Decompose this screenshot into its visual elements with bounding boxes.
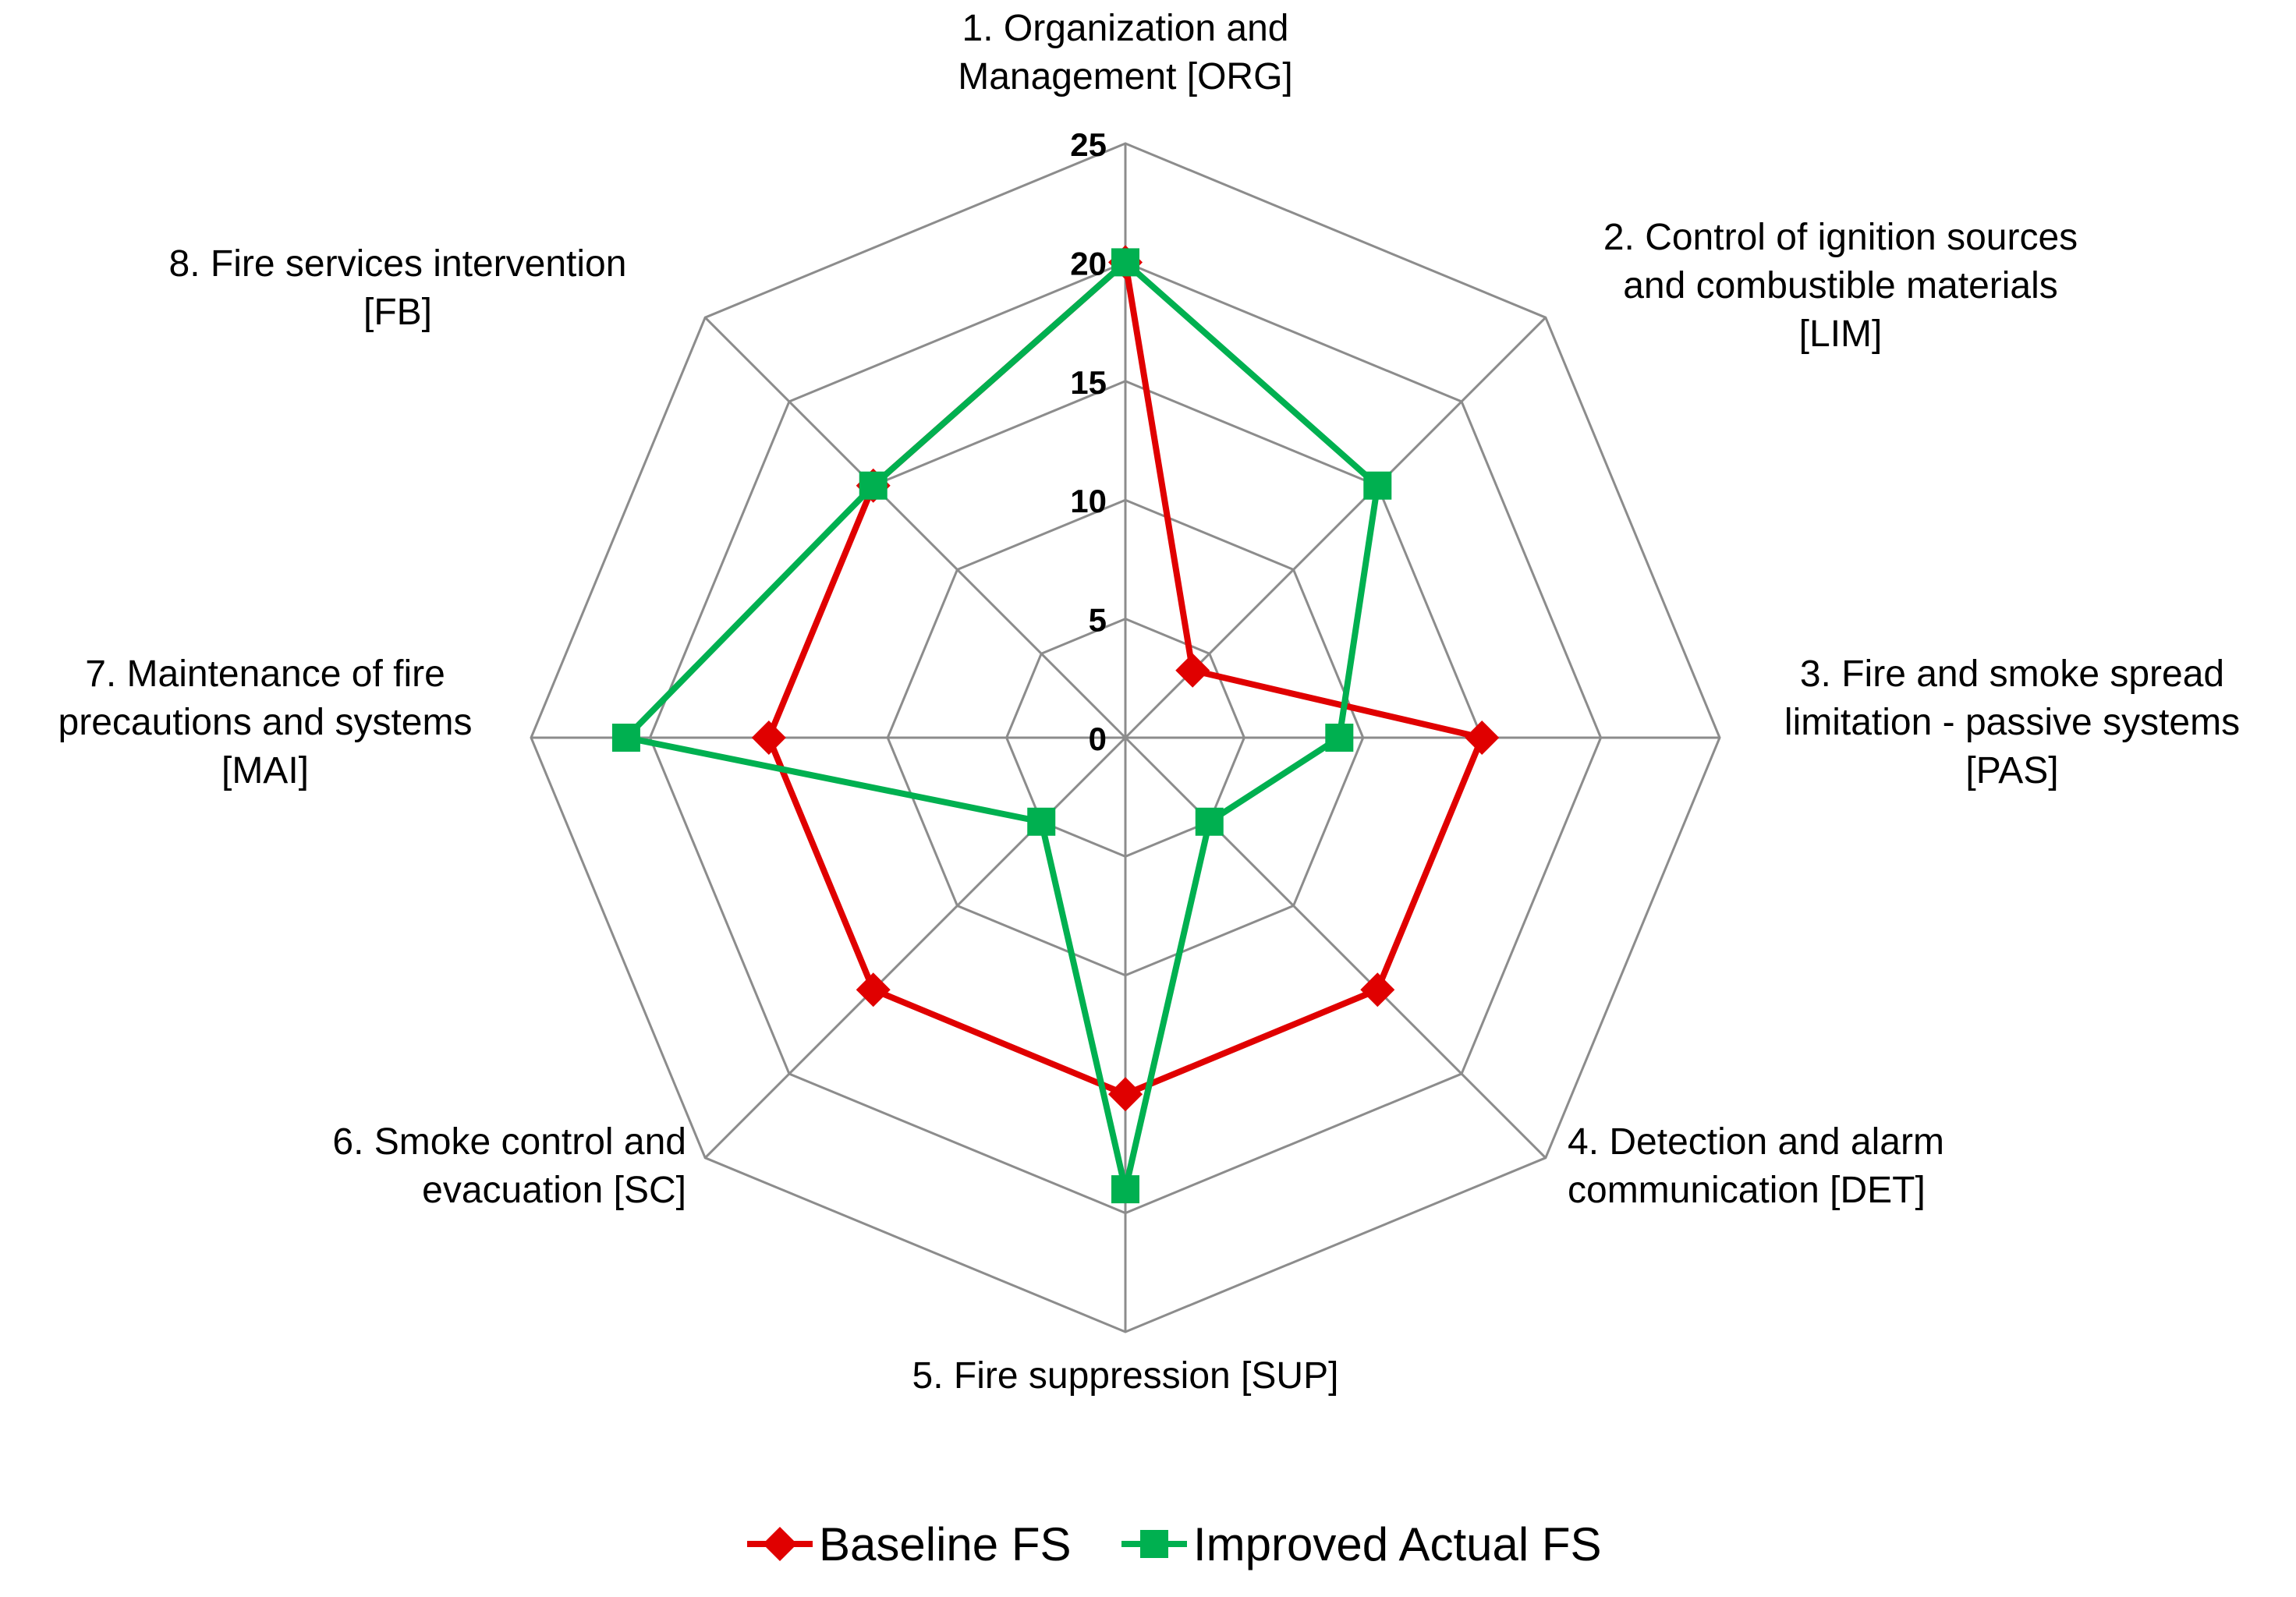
data-point	[856, 972, 891, 1007]
tick-label: 10	[1070, 483, 1107, 519]
category-labels: 1. Organization and Management [ORG] 2. Co…	[58, 8, 2241, 1397]
tick-label: 15	[1070, 364, 1107, 401]
legend-label: Baseline FS	[819, 1518, 1072, 1570]
category-label: 6. Smoke control and evacuation [SC]	[332, 1121, 686, 1211]
data-point	[1175, 653, 1210, 688]
radar-grid	[530, 142, 1721, 1333]
grid-spoke	[704, 736, 1127, 1159]
series-improved	[611, 248, 1392, 1204]
data-point	[859, 471, 888, 500]
category-label: 5. Fire suppression [SUP]	[912, 1355, 1339, 1397]
data-point	[1027, 807, 1056, 836]
category-label: 4. Detection and alarm communication [DET…	[1568, 1121, 1944, 1211]
data-point	[611, 724, 640, 752]
tick-label: 0	[1089, 721, 1107, 757]
data-point	[751, 721, 786, 755]
data-series	[611, 245, 1500, 1204]
legend-item: Improved Actual FS	[1121, 1518, 1602, 1570]
legend-item: Baseline FS	[747, 1518, 1072, 1570]
category-label: 7. Maintenance of fire precautions and sy…	[58, 653, 473, 791]
data-point	[1108, 1077, 1143, 1112]
category-label: 8. Fire services intervention [FB]	[169, 243, 627, 333]
tick-label: 25	[1070, 126, 1107, 163]
category-label: 2. Control of ignition sources and combus…	[1603, 217, 2078, 355]
data-point	[1111, 248, 1139, 277]
grid-spoke	[704, 317, 1127, 739]
series-line	[622, 259, 1381, 1193]
data-point	[1111, 1175, 1139, 1204]
data-point	[1325, 724, 1354, 752]
category-label: 1. Organization and Management [ORG]	[958, 8, 1293, 97]
data-point	[1465, 721, 1500, 755]
grid-spoke	[1124, 736, 1547, 1159]
radial-tick-labels: 0 5 10 15 20 25	[1070, 126, 1107, 757]
legend-label: Improved Actual FS	[1193, 1518, 1602, 1570]
category-label: 3. Fire and smoke spread limitation - pas…	[1784, 653, 2240, 791]
legend-marker	[763, 1527, 797, 1561]
data-point	[1363, 471, 1392, 500]
data-point	[1195, 807, 1224, 836]
legend-marker	[1140, 1530, 1168, 1558]
data-point	[1360, 972, 1395, 1007]
legend: Baseline FS Improved Actual FS	[747, 1518, 1602, 1570]
tick-label: 5	[1089, 602, 1107, 639]
tick-label: 20	[1070, 245, 1107, 282]
